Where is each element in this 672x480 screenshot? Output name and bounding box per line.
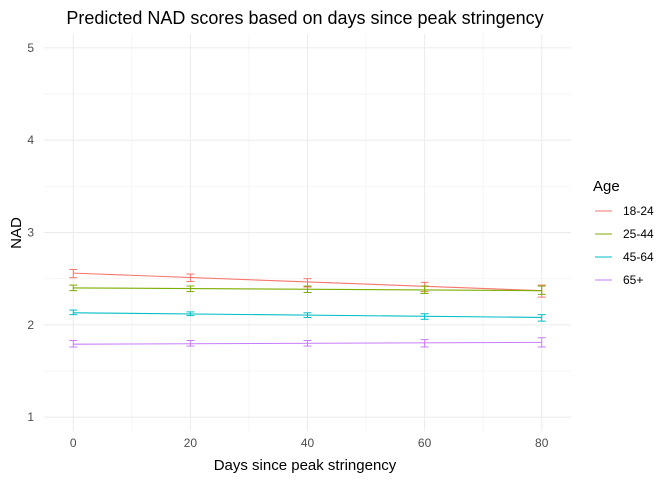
error-bar bbox=[186, 285, 195, 293]
legend-item: 65+ bbox=[595, 273, 643, 287]
legend-label: 45-64 bbox=[623, 250, 654, 264]
error-bar bbox=[186, 273, 195, 282]
grid bbox=[44, 34, 571, 431]
legend: Age 18-24 25-44 45-64 65+ bbox=[593, 178, 654, 287]
error-bar bbox=[303, 340, 312, 347]
plot-area bbox=[69, 268, 546, 348]
error-bar bbox=[420, 285, 429, 294]
x-tick-label: 20 bbox=[184, 436, 198, 450]
chart-title: Predicted NAD scores based on days since… bbox=[66, 8, 543, 28]
y-axis: 1 2 3 4 5 bbox=[27, 41, 34, 424]
error-bar bbox=[186, 311, 195, 317]
x-tick-label: 40 bbox=[301, 436, 315, 450]
y-tick-label: 1 bbox=[27, 410, 34, 424]
legend-title: Age bbox=[593, 178, 620, 195]
error-bar bbox=[69, 268, 78, 279]
error-bar bbox=[537, 285, 546, 295]
x-tick-label: 60 bbox=[418, 436, 432, 450]
series-45-64 bbox=[69, 309, 546, 322]
error-bar bbox=[69, 284, 78, 292]
error-bar bbox=[420, 339, 429, 348]
x-axis: 0 20 40 60 80 bbox=[70, 436, 549, 450]
series-25-44 bbox=[69, 284, 546, 295]
legend-item: 25-44 bbox=[595, 227, 654, 241]
x-tick-label: 0 bbox=[70, 436, 77, 450]
error-bar bbox=[69, 340, 78, 348]
legend-label: 65+ bbox=[623, 273, 643, 287]
series-65+ bbox=[69, 337, 546, 348]
legend-item: 45-64 bbox=[595, 250, 654, 264]
x-tick-label: 80 bbox=[535, 436, 549, 450]
y-tick-label: 4 bbox=[27, 133, 34, 147]
y-axis-label: NAD bbox=[8, 217, 25, 249]
error-bar bbox=[537, 337, 546, 348]
x-axis-label: Days since peak stringency bbox=[214, 457, 397, 474]
error-bar bbox=[537, 314, 546, 322]
error-bar bbox=[186, 340, 195, 347]
legend-label: 25-44 bbox=[623, 227, 654, 241]
y-tick-label: 2 bbox=[27, 318, 34, 332]
error-bar bbox=[303, 285, 312, 294]
y-tick-label: 3 bbox=[27, 226, 34, 240]
legend-label: 18-24 bbox=[623, 204, 654, 218]
error-bar bbox=[420, 313, 429, 320]
error-bar bbox=[69, 309, 78, 316]
legend-item: 18-24 bbox=[595, 204, 654, 218]
error-bar bbox=[303, 312, 312, 318]
y-tick-label: 5 bbox=[27, 41, 34, 55]
